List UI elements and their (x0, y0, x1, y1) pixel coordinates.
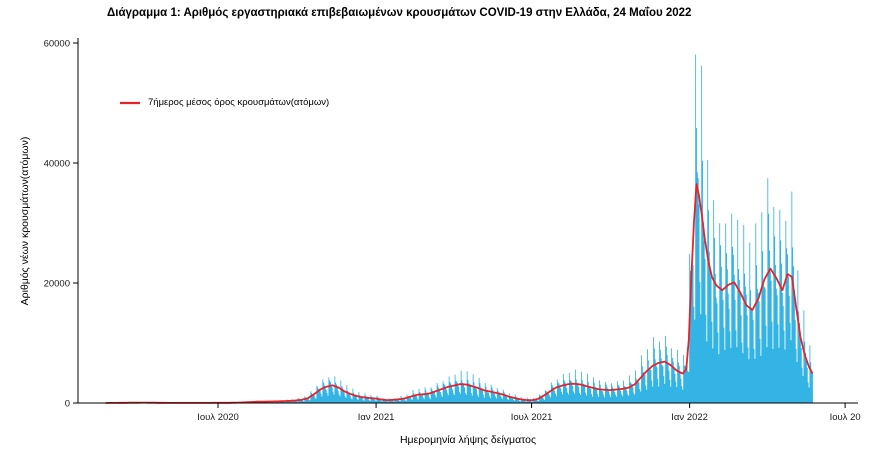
x-axis-label: Ημερομηνία λήψης δείγματος (399, 434, 537, 446)
x-tick-label: Ιουλ 2021 (511, 412, 553, 423)
x-tick-label: Ιαν 2022 (671, 412, 708, 423)
legend-label: 7ήμερος μέσος όρος κρουσμάτων(ατόμων) (148, 97, 330, 108)
legend: 7ήμερος μέσος όρος κρουσμάτων(ατόμων) (119, 97, 329, 108)
chart-title: Διάγραμμα 1: Αριθμός εργαστηριακά επιβεβ… (107, 7, 692, 19)
y-axis-ticks: 0 20000 40000 60000 (44, 39, 78, 410)
x-axis-ticks: Ιουλ 2020 Ιαν 2021 Ιουλ 2021 Ιαν 2022 Ιουλ 2… (197, 403, 861, 423)
y-tick-label: 20000 (44, 279, 70, 290)
axes (77, 38, 858, 404)
x-tick-label: Ιουλ 2020 (197, 412, 239, 423)
y-tick-label: 40000 (44, 159, 70, 170)
legend-key (120, 101, 140, 104)
y-tick-label: 0 (65, 399, 70, 410)
x-tick-label: Ιαν 2021 (358, 412, 395, 423)
y-tick-label: 60000 (44, 39, 70, 50)
x-tick-label: Ιουλ 20 (830, 412, 861, 423)
